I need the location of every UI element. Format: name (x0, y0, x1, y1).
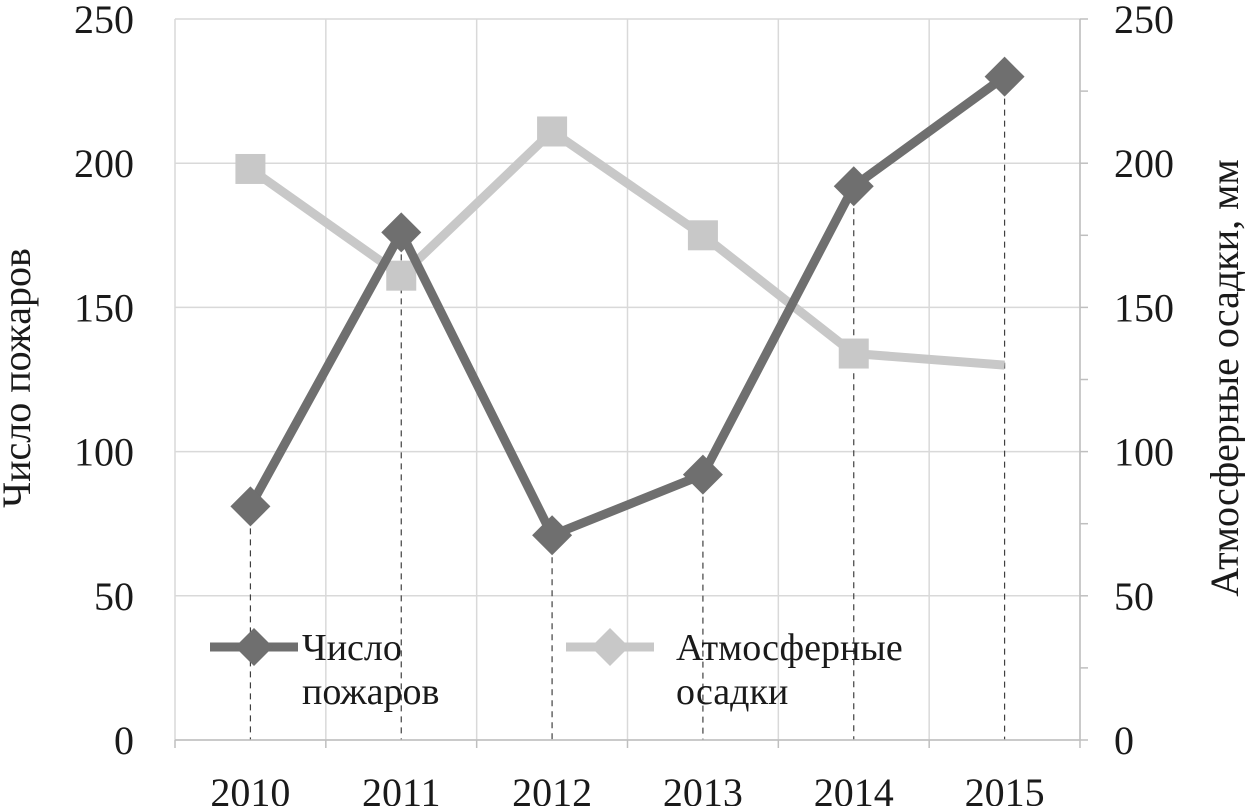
y-tick-label: 50 (94, 574, 134, 619)
data-point-precipitation (838, 338, 869, 369)
y2-axis-title: Атмосферные осадки, мм (1202, 159, 1245, 596)
x-tick-label: 2012 (512, 770, 592, 806)
legend-label-fires: пожаров (302, 671, 439, 713)
legend-marker-fires (235, 628, 273, 666)
y-tick-label: 0 (114, 718, 134, 763)
y-tick-label: 100 (74, 430, 134, 475)
x-tick-label: 2015 (965, 770, 1045, 806)
y2-tick-label: 150 (1114, 285, 1174, 330)
data-point-precipitation (386, 260, 417, 291)
data-point-fires (682, 454, 723, 495)
y-tick-label: 250 (74, 0, 134, 42)
data-point-fires (230, 486, 271, 527)
data-point-fires (984, 56, 1025, 97)
x-tick-label: 2013 (663, 770, 743, 806)
y2-tick-label: 100 (1114, 430, 1174, 475)
y-tick-label: 150 (74, 285, 134, 330)
drop-lines (249, 76, 1006, 740)
legend-label-precipitation: Атмосферные (676, 627, 903, 669)
data-point-precipitation (537, 116, 568, 147)
data-point-fires (532, 515, 573, 556)
series-line-fires (246, 73, 1008, 540)
data-point-fires (381, 212, 422, 253)
axes: 0 50 100 150 200 250 0 50 100 150 200 250 2010 2011 20… (74, 0, 1174, 806)
series-line-precipitation (247, 126, 1005, 370)
x-tick-label: 2011 (362, 770, 441, 806)
y2-tick-label: 0 (1114, 718, 1134, 763)
legend-label-precipitation: осадки (676, 671, 788, 713)
data-point-precipitation (235, 153, 266, 184)
y2-tick-label: 250 (1114, 0, 1174, 42)
y-axis-title: Число пожаров (0, 248, 39, 508)
legend-label-fires: Число (302, 627, 402, 669)
x-tick-label: 2014 (814, 770, 894, 806)
data-point-fires (833, 166, 874, 207)
y2-tick-label: 50 (1114, 574, 1154, 619)
legend-marker-precipitation (591, 628, 629, 666)
data-point-precipitation (687, 220, 718, 251)
y2-tick-label: 200 (1114, 141, 1174, 186)
y-tick-label: 200 (74, 141, 134, 186)
x-tick-label: 2010 (210, 770, 290, 806)
series (230, 56, 1025, 556)
